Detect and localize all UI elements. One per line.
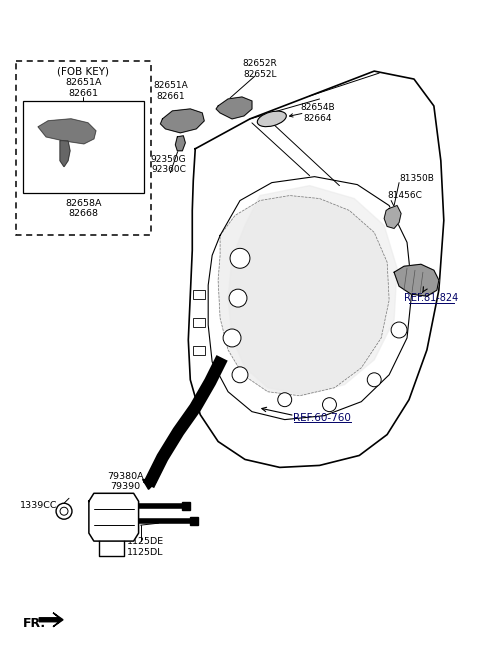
Text: 79380A
79390: 79380A 79390 bbox=[108, 472, 144, 491]
Polygon shape bbox=[394, 264, 439, 296]
Circle shape bbox=[367, 373, 381, 387]
Circle shape bbox=[391, 322, 407, 338]
Text: 1125DE
1125DL: 1125DE 1125DL bbox=[127, 537, 164, 557]
Bar bbox=[193, 346, 205, 355]
Polygon shape bbox=[160, 109, 204, 133]
Text: 92350G
92360C: 92350G 92360C bbox=[151, 155, 186, 174]
Text: 82652R
82652L: 82652R 82652L bbox=[242, 60, 277, 79]
FancyBboxPatch shape bbox=[16, 61, 151, 236]
Circle shape bbox=[230, 249, 250, 268]
Circle shape bbox=[223, 329, 241, 347]
Polygon shape bbox=[39, 613, 63, 626]
Bar bbox=[193, 290, 205, 299]
Circle shape bbox=[278, 393, 292, 407]
Circle shape bbox=[232, 367, 248, 382]
Text: 82658A
82668: 82658A 82668 bbox=[65, 199, 102, 218]
Text: 81350B: 81350B bbox=[399, 174, 434, 183]
Polygon shape bbox=[228, 186, 397, 395]
Polygon shape bbox=[38, 119, 96, 144]
Polygon shape bbox=[218, 195, 389, 396]
Polygon shape bbox=[175, 136, 185, 151]
Circle shape bbox=[398, 268, 412, 282]
Polygon shape bbox=[89, 493, 139, 541]
Circle shape bbox=[60, 507, 68, 515]
Polygon shape bbox=[143, 480, 156, 489]
Polygon shape bbox=[216, 97, 252, 119]
Text: REF.81-824: REF.81-824 bbox=[404, 293, 458, 303]
Polygon shape bbox=[60, 141, 70, 167]
Text: 82651A
82661: 82651A 82661 bbox=[153, 81, 188, 101]
Text: (FOB KEY): (FOB KEY) bbox=[58, 66, 109, 76]
Polygon shape bbox=[384, 205, 401, 228]
Text: 82654B
82664: 82654B 82664 bbox=[300, 103, 335, 123]
Text: FR.: FR. bbox=[23, 617, 47, 630]
Circle shape bbox=[323, 398, 336, 412]
Text: 82651A
82661: 82651A 82661 bbox=[65, 78, 102, 98]
Bar bbox=[193, 318, 205, 327]
Ellipse shape bbox=[257, 111, 287, 127]
Text: 81456C: 81456C bbox=[387, 191, 422, 200]
Text: 1339CC: 1339CC bbox=[21, 501, 58, 510]
Circle shape bbox=[229, 289, 247, 307]
Text: REF.60-760: REF.60-760 bbox=[293, 413, 350, 422]
FancyBboxPatch shape bbox=[23, 101, 144, 193]
Circle shape bbox=[56, 503, 72, 519]
